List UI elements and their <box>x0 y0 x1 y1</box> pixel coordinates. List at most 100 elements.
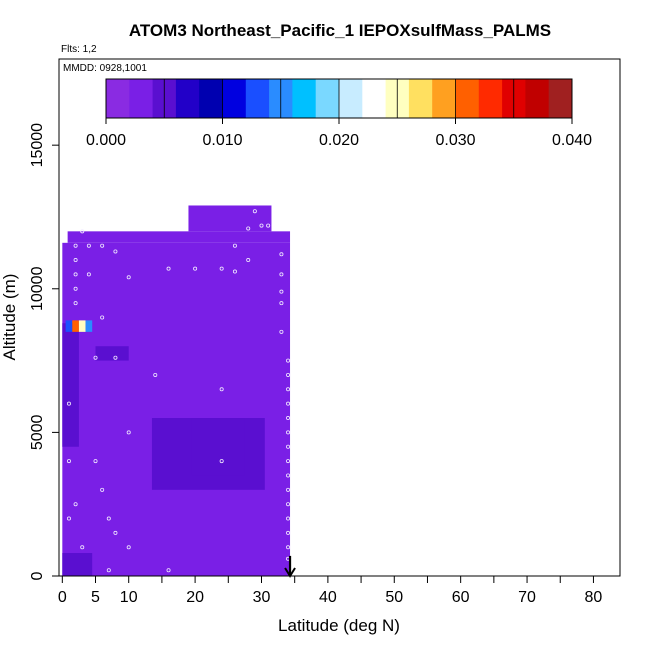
sample-point <box>266 223 271 228</box>
date-label: MMDD: 0928,1001 <box>63 63 147 74</box>
sample-point <box>286 387 291 392</box>
sample-point <box>66 459 71 464</box>
sample-point <box>286 401 291 406</box>
colorbar-swatch <box>315 79 340 118</box>
sample-point <box>246 258 251 263</box>
sample-point <box>286 545 291 550</box>
colorbar-swatch <box>525 79 550 118</box>
colorbar-tick-label: 0.020 <box>319 132 359 149</box>
colorbar-swatch <box>292 79 317 118</box>
heatmap-cell <box>62 242 291 577</box>
x-tick-label: 70 <box>518 589 536 606</box>
heatmap-cell <box>191 418 245 476</box>
y-axis: 0 5000 10000 15000 <box>29 123 59 580</box>
sample-point <box>279 329 284 334</box>
sample-point <box>73 301 78 306</box>
sample-point <box>66 401 71 406</box>
y-axis-label: Altitude (m) <box>0 274 19 361</box>
sample-point <box>100 315 105 320</box>
sample-point <box>219 266 224 271</box>
sample-point <box>286 444 291 449</box>
sample-point <box>73 502 78 507</box>
heatmap-cell <box>95 346 129 361</box>
sample-point <box>126 275 131 280</box>
sample-point <box>93 459 98 464</box>
colorbar-swatch <box>432 79 456 118</box>
heatmap-cell <box>62 323 79 447</box>
colorbar: 0.000 0.010 0.020 0.030 0.040 <box>86 78 592 149</box>
sample-point <box>100 243 105 248</box>
sample-point <box>126 430 131 435</box>
sample-point <box>193 266 198 271</box>
colorbar-swatch <box>362 79 387 118</box>
colorbar-swatch <box>222 79 247 118</box>
sample-point <box>73 272 78 277</box>
sample-point <box>93 355 98 360</box>
sample-point <box>232 269 237 274</box>
x-tick-label: 60 <box>452 589 470 606</box>
heatmap-cells <box>62 205 291 577</box>
y-tick-label: 15000 <box>29 123 46 168</box>
sample-point <box>219 459 224 464</box>
flights-label: Flts: 1,2 <box>61 44 97 55</box>
colorbar-swatch <box>408 79 433 118</box>
chart-title: ATOM3 Northeast_Pacific_1 IEPOXsulfMass_… <box>129 21 551 40</box>
colorbar-tick-label: 0.040 <box>552 132 592 149</box>
colorbar-swatch <box>478 79 503 118</box>
sample-point <box>66 516 71 521</box>
colorbar-swatch <box>339 79 363 118</box>
colorbar-tick-label: 0.010 <box>202 132 242 149</box>
sample-point <box>279 252 284 257</box>
x-tick-label: 40 <box>319 589 337 606</box>
y-tick-label: 0 <box>29 571 46 580</box>
y-tick-label: 5000 <box>29 414 46 450</box>
sample-point <box>252 209 257 214</box>
x-tick-label: 10 <box>120 589 138 606</box>
sample-point <box>219 387 224 392</box>
sample-point <box>73 286 78 291</box>
sample-point <box>286 487 291 492</box>
x-tick-label: 80 <box>585 589 603 606</box>
sample-point <box>86 243 91 248</box>
sample-point <box>106 568 111 573</box>
heatmap-cell <box>62 553 93 576</box>
heatmap-cell <box>72 320 79 332</box>
colorbar-swatch <box>245 79 270 118</box>
sample-point <box>246 226 251 231</box>
sample-point <box>286 358 291 363</box>
sample-point <box>80 229 85 234</box>
colorbar-swatch <box>175 79 200 118</box>
colorbar-tick-label: 0.030 <box>435 132 475 149</box>
colorbar-swatch <box>106 79 130 118</box>
heatmap-cell <box>78 320 86 332</box>
sample-point <box>100 487 105 492</box>
heatmap-cell <box>65 320 73 332</box>
x-axis: 0 5 10 20 30 40 50 60 70 80 <box>58 575 620 606</box>
x-tick-label: 5 <box>91 589 100 606</box>
sample-point <box>286 516 291 521</box>
heatmap-cell <box>67 231 291 243</box>
sample-point <box>286 416 291 421</box>
x-tick-label: 0 <box>58 589 67 606</box>
sample-point <box>286 372 291 377</box>
sample-point <box>166 266 171 271</box>
sample-point <box>80 545 85 550</box>
sample-point <box>113 355 118 360</box>
x-tick-label: 50 <box>385 589 403 606</box>
colorbar-swatch <box>129 79 154 118</box>
sample-point <box>153 372 158 377</box>
sample-point <box>166 568 171 573</box>
heatmap-cell <box>85 320 93 332</box>
y-tick-label: 10000 <box>29 266 46 311</box>
sample-point <box>286 473 291 478</box>
sample-point <box>113 530 118 535</box>
sample-point <box>279 289 284 294</box>
colorbar-swatch <box>455 79 480 118</box>
x-axis-label: Latitude (deg N) <box>278 616 400 635</box>
sample-point <box>286 530 291 535</box>
colorbar-swatch <box>548 79 573 118</box>
sample-point <box>73 243 78 248</box>
sample-point <box>106 516 111 521</box>
sample-point <box>232 243 237 248</box>
